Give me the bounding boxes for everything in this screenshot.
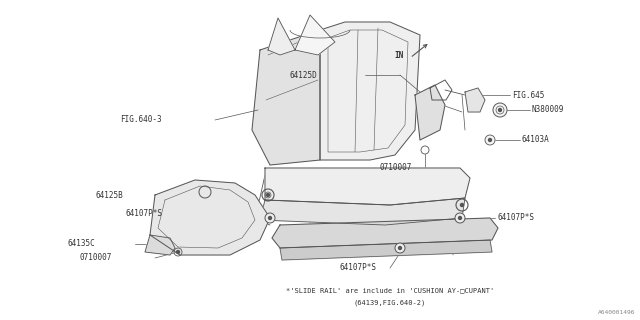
Text: 64103A: 64103A [522,135,550,145]
Circle shape [499,108,502,111]
Circle shape [461,204,463,206]
Text: 64135C: 64135C [68,239,96,249]
Circle shape [269,217,271,220]
Circle shape [399,246,401,250]
Circle shape [458,217,461,220]
Polygon shape [252,30,320,165]
Text: 64107P*S: 64107P*S [125,209,162,218]
Polygon shape [145,235,175,255]
Text: 64107P*S: 64107P*S [497,213,534,222]
Polygon shape [295,15,335,55]
Polygon shape [280,240,492,260]
Text: N380009: N380009 [532,106,564,115]
Text: 64125B: 64125B [95,191,123,201]
Text: A640001496: A640001496 [598,310,635,315]
Circle shape [488,139,492,141]
Polygon shape [265,168,470,205]
Circle shape [265,213,275,223]
Text: 64125D: 64125D [290,70,317,79]
Text: FIG.640-3: FIG.640-3 [120,116,162,124]
Circle shape [177,251,179,253]
Polygon shape [150,180,270,255]
Polygon shape [260,198,465,225]
Text: IN: IN [395,52,404,60]
Text: *'SLIDE RAIL' are include in 'CUSHION AY-□CUPANT': *'SLIDE RAIL' are include in 'CUSHION AY… [286,287,494,293]
Circle shape [455,213,465,223]
Polygon shape [272,218,498,248]
Polygon shape [465,88,485,112]
Circle shape [493,103,507,117]
Text: 0710007: 0710007 [80,253,113,262]
Text: (64139,FIG.640-2): (64139,FIG.640-2) [354,300,426,306]
Text: 0710007: 0710007 [380,164,412,172]
Circle shape [395,243,405,253]
Text: 64107P*S: 64107P*S [340,263,377,273]
Polygon shape [415,85,445,140]
Circle shape [485,135,495,145]
Polygon shape [268,18,295,55]
Polygon shape [320,22,420,160]
Circle shape [266,194,269,196]
Text: FIG.645: FIG.645 [512,91,545,100]
